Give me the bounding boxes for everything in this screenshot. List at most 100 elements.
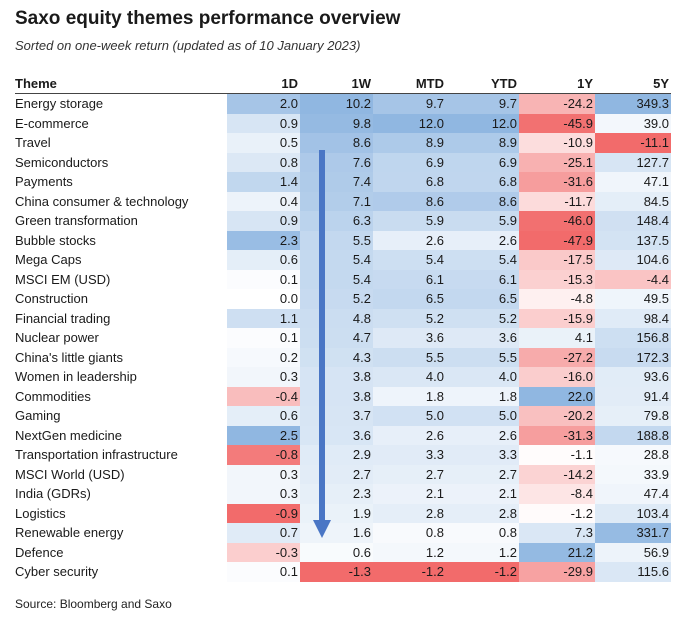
- value-cell-ytd: -1.2: [446, 562, 519, 582]
- value-cell-ytd: 5.9: [446, 211, 519, 231]
- value-cell-5y: 148.4: [595, 211, 671, 231]
- table-row: E-commerce 0.9 9.8 12.0 12.0 -45.9 39.0: [15, 113, 671, 133]
- value-cell-1y: -15.3: [519, 269, 595, 289]
- chart-subtitle: Sorted on one-week return (updated as of…: [15, 38, 361, 53]
- table-row: Mega Caps 0.6 5.4 5.4 5.4 -17.5 104.6: [15, 250, 671, 270]
- value-cell-1d: 0.6: [227, 406, 300, 426]
- value-cell-1d: 0.9: [227, 113, 300, 133]
- theme-name-cell: Cyber security: [15, 564, 99, 580]
- value-cell-5y: 103.4: [595, 503, 671, 523]
- value-cell-1d: 0.1: [227, 269, 300, 289]
- value-cell-1y: -16.0: [519, 367, 595, 387]
- value-cell-ytd: 3.6: [446, 328, 519, 348]
- value-cell-ytd: 1.8: [446, 386, 519, 406]
- value-cell-1w: 10.2: [300, 93, 373, 114]
- theme-name-cell: NextGen medicine: [15, 427, 122, 443]
- value-cell-1d: -0.4: [227, 386, 300, 406]
- value-cell-5y: 98.4: [595, 308, 671, 328]
- value-cell-1w: 1.9: [300, 503, 373, 523]
- table-row: Financial trading 1.1 4.8 5.2 5.2 -15.9 98.4: [15, 308, 671, 328]
- table-row: Payments 1.4 7.4 6.8 6.8 -31.6 47.1: [15, 172, 671, 192]
- theme-name-cell: India (GDRs): [15, 486, 91, 502]
- value-cell-ytd: 8.9: [446, 133, 519, 153]
- table-row: Bubble stocks 2.3 5.5 2.6 2.6 -47.9 137.5: [15, 230, 671, 250]
- value-cell-1d: -0.8: [227, 445, 300, 465]
- value-cell-mtd: 8.6: [373, 191, 446, 211]
- value-cell-1y: -47.9: [519, 230, 595, 250]
- value-cell-1y: -20.2: [519, 406, 595, 426]
- value-cell-mtd: 2.6: [373, 425, 446, 445]
- value-cell-ytd: 12.0: [446, 113, 519, 133]
- value-cell-mtd: 4.0: [373, 367, 446, 387]
- value-cell-1y: -46.0: [519, 211, 595, 231]
- value-cell-ytd: 3.3: [446, 445, 519, 465]
- value-cell-1y: -11.7: [519, 191, 595, 211]
- table-row: Women in leadership 0.3 3.8 4.0 4.0 -16.0 93.6: [15, 367, 671, 387]
- theme-name-cell: Commodities: [15, 388, 91, 404]
- value-cell-ytd: 2.6: [446, 230, 519, 250]
- value-cell-5y: 84.5: [595, 191, 671, 211]
- value-cell-1y: -31.6: [519, 172, 595, 192]
- column-header-5y: 5Y: [595, 74, 671, 94]
- value-cell-1y: -45.9: [519, 113, 595, 133]
- value-cell-1d: 0.1: [227, 328, 300, 348]
- value-cell-1y: -24.2: [519, 93, 595, 114]
- value-cell-1d: 0.3: [227, 484, 300, 504]
- table-row: Logistics -0.9 1.9 2.8 2.8 -1.2 103.4: [15, 503, 671, 523]
- value-cell-1w: 7.1: [300, 191, 373, 211]
- value-cell-mtd: 6.1: [373, 269, 446, 289]
- theme-name-cell: Energy storage: [15, 96, 104, 112]
- value-cell-5y: 39.0: [595, 113, 671, 133]
- theme-name-cell: Construction: [15, 291, 88, 307]
- value-cell-1w: 9.8: [300, 113, 373, 133]
- value-cell-1d: -0.3: [227, 542, 300, 562]
- value-cell-5y: 156.8: [595, 328, 671, 348]
- value-cell-5y: 188.8: [595, 425, 671, 445]
- column-header-mtd: MTD: [373, 74, 446, 94]
- value-cell-mtd: 6.5: [373, 289, 446, 309]
- theme-name-cell: China consumer & technology: [15, 193, 189, 209]
- value-cell-1y: 7.3: [519, 523, 595, 543]
- table-row: Gaming 0.6 3.7 5.0 5.0 -20.2 79.8: [15, 406, 671, 426]
- value-cell-5y: -4.4: [595, 269, 671, 289]
- value-cell-1d: 2.3: [227, 230, 300, 250]
- value-cell-mtd: -1.2: [373, 562, 446, 582]
- performance-table: Theme 1D 1W MTD YTD 1Y 5Y Energy storage…: [15, 74, 671, 582]
- value-cell-5y: 47.1: [595, 172, 671, 192]
- value-cell-ytd: 2.1: [446, 484, 519, 504]
- theme-name-cell: Payments: [15, 174, 73, 190]
- value-cell-1d: 1.4: [227, 172, 300, 192]
- value-cell-ytd: 1.2: [446, 542, 519, 562]
- value-cell-1w: 4.8: [300, 308, 373, 328]
- value-cell-ytd: 5.4: [446, 250, 519, 270]
- value-cell-mtd: 5.2: [373, 308, 446, 328]
- value-cell-1w: 2.9: [300, 445, 373, 465]
- value-cell-1d: 0.7: [227, 523, 300, 543]
- value-cell-1w: 2.7: [300, 464, 373, 484]
- table-row: Green transformation 0.9 6.3 5.9 5.9 -46.0 148…: [15, 211, 671, 231]
- theme-name-cell: Renewable energy: [15, 525, 124, 541]
- value-cell-5y: 93.6: [595, 367, 671, 387]
- table-row: MSCI EM (USD) 0.1 5.4 6.1 6.1 -15.3 -4.4: [15, 269, 671, 289]
- value-cell-1w: 7.4: [300, 172, 373, 192]
- table-row: Transportation infrastructure -0.8 2.9 3.3 3…: [15, 445, 671, 465]
- theme-name-cell: Women in leadership: [15, 369, 137, 385]
- value-cell-mtd: 5.9: [373, 211, 446, 231]
- table-row: Defence -0.3 0.6 1.2 1.2 21.2 56.9: [15, 542, 671, 562]
- table-header-row: Theme 1D 1W MTD YTD 1Y 5Y: [15, 74, 671, 94]
- value-cell-1y: -25.1: [519, 152, 595, 172]
- value-cell-mtd: 0.8: [373, 523, 446, 543]
- value-cell-ytd: 8.6: [446, 191, 519, 211]
- theme-name-cell: Nuclear power: [15, 330, 99, 346]
- value-cell-1w: 4.7: [300, 328, 373, 348]
- theme-name-cell: Semiconductors: [15, 154, 109, 170]
- value-cell-ytd: 2.6: [446, 425, 519, 445]
- value-cell-5y: 47.4: [595, 484, 671, 504]
- value-cell-1d: 0.1: [227, 562, 300, 582]
- value-cell-1y: -17.5: [519, 250, 595, 270]
- value-cell-1y: -27.2: [519, 347, 595, 367]
- value-cell-5y: 28.8: [595, 445, 671, 465]
- value-cell-1y: -4.8: [519, 289, 595, 309]
- value-cell-1d: 0.3: [227, 367, 300, 387]
- value-cell-1y: -1.1: [519, 445, 595, 465]
